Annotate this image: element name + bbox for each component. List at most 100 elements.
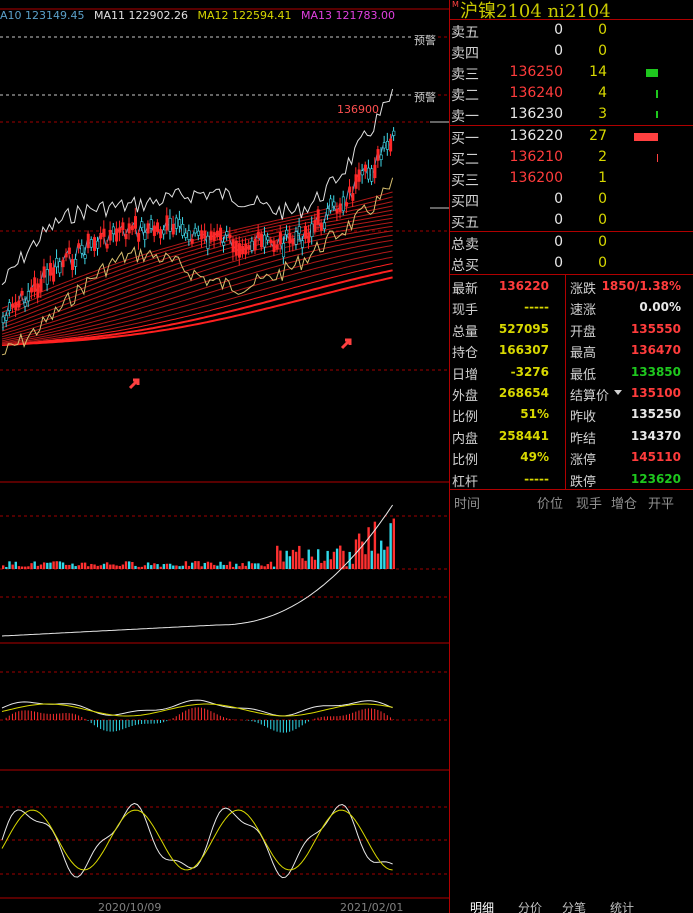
- candle-body: [134, 216, 138, 229]
- order-book-row[interactable]: 卖五 0 0: [450, 20, 693, 41]
- candle-body: [168, 217, 172, 232]
- total-label: 总买: [451, 258, 479, 274]
- volume-bar: [42, 562, 46, 569]
- ma-curve: [1, 269, 393, 346]
- signal-arrow-icon: [340, 338, 352, 350]
- order-book-row[interactable]: 卖一 136230 3: [450, 104, 693, 125]
- dropdown-arrow-icon[interactable]: [614, 389, 622, 395]
- ma-curve: [1, 239, 393, 343]
- tab-details[interactable]: 明细: [470, 901, 495, 913]
- candle-body: [149, 219, 153, 229]
- order-book-row[interactable]: 买三 136200 1: [450, 168, 693, 189]
- stat-label: 日增: [452, 367, 479, 383]
- book-volume-bar: [656, 90, 658, 98]
- volume-bar: [102, 563, 106, 569]
- volume-bar: [370, 550, 373, 569]
- volume-bar: [276, 545, 279, 569]
- quote-panel: M 沪镍2104 ni2104 卖五 0 0 卖四 0 0 卖三 136250 14 卖二 1362…: [449, 0, 693, 913]
- ma-curve: [1, 201, 393, 317]
- stat-value: 133850: [630, 364, 681, 379]
- candle-body: [357, 169, 361, 182]
- col-oi-change: 增仓: [611, 496, 638, 512]
- volume-bar: [121, 564, 125, 569]
- order-book-row[interactable]: 卖三 136250 14: [450, 62, 693, 83]
- tick-list-header: 时间 价位 现手 增仓 开平: [450, 490, 693, 512]
- order-book-row[interactable]: 卖二 136240 4: [450, 83, 693, 104]
- tab-price-dist[interactable]: 分价: [518, 901, 543, 913]
- stat-label: 外盘: [452, 388, 479, 404]
- volume-bar: [172, 565, 175, 569]
- candle-body: [313, 219, 317, 232]
- volume-bar: [373, 521, 377, 569]
- volume-bar: [137, 566, 140, 569]
- contract-marker-icon: M: [452, 0, 459, 9]
- order-book-row[interactable]: 买一 136220 27: [450, 126, 693, 147]
- stat-row: 持仓 166307 最高 136470: [450, 339, 693, 361]
- candle-body: [237, 243, 241, 258]
- book-level-label: 卖五: [451, 25, 479, 41]
- volume-bar: [216, 565, 219, 569]
- volume-bar: [272, 566, 276, 569]
- volume-bar: [197, 561, 200, 569]
- candle-body: [93, 237, 97, 251]
- candle-body: [332, 201, 336, 207]
- volume-bar: [58, 561, 62, 569]
- book-price: 0: [554, 22, 563, 38]
- candle-body: [231, 239, 235, 253]
- volume-bar: [191, 562, 194, 569]
- volume-bar: [162, 564, 166, 569]
- stat-value: 135550: [630, 321, 681, 336]
- candle-body: [39, 278, 43, 292]
- volume-bar: [354, 539, 358, 569]
- stat-value: 527095: [498, 321, 549, 336]
- candle-body: [124, 234, 128, 240]
- volume-bar: [134, 565, 137, 569]
- volume-bar: [257, 563, 260, 569]
- candle-body: [52, 267, 56, 282]
- col-price: 价位: [537, 496, 564, 512]
- tab-statistics[interactable]: 统计: [610, 901, 635, 913]
- book-price: 136220: [509, 128, 563, 144]
- candle-body: [30, 287, 34, 293]
- candle-body: [108, 229, 112, 241]
- order-book-row[interactable]: 买五 0 0: [450, 210, 693, 231]
- volume-bar: [83, 562, 87, 569]
- order-book-row[interactable]: 卖四 0 0: [450, 41, 693, 62]
- ma-curve: [1, 256, 393, 346]
- candle-body: [181, 224, 185, 236]
- order-total-row: 总买 0 0: [450, 253, 693, 274]
- volume-bar: [184, 561, 188, 569]
- stat-row: 日增 -3276 最低 133850: [450, 361, 693, 383]
- alert-label-2[interactable]: 预警: [412, 89, 438, 105]
- kline-chart-area[interactable]: A10 123149.45 MA11 122902.26 MA12 122594…: [0, 0, 449, 913]
- quote-stats: 最新 136220 涨跌 1850/1.38% 现手 ----- 速涨 0.00% 总量 5270…: [450, 275, 693, 490]
- book-price: 0: [554, 43, 563, 59]
- volume-bar: [24, 566, 27, 569]
- book-level-label: 买三: [451, 173, 479, 189]
- macd-dea-line: [1, 703, 393, 717]
- order-book-row[interactable]: 买二 136210 2: [450, 147, 693, 168]
- volume-bar: [250, 563, 254, 569]
- candle-body: [33, 277, 37, 292]
- volume-bar: [87, 566, 90, 569]
- alert-label-1[interactable]: 预警: [412, 32, 438, 48]
- volume-bar: [307, 549, 310, 569]
- kline-chart-canvas[interactable]: [0, 0, 449, 913]
- stat-label[interactable]: 结算价: [570, 388, 610, 404]
- candle-body: [48, 263, 52, 276]
- order-book-row[interactable]: 买四 0 0: [450, 189, 693, 210]
- book-price: 0: [554, 212, 563, 228]
- volume-bar: [33, 561, 36, 569]
- candle-body: [99, 232, 103, 240]
- tab-trades[interactable]: 分笔: [562, 901, 587, 913]
- volume-bar: [294, 551, 298, 569]
- volume-bar: [124, 561, 128, 569]
- volume-bar: [14, 561, 17, 569]
- kdj-d-line: [1, 809, 393, 871]
- book-volume: 0: [598, 43, 607, 59]
- candle-body: [326, 208, 330, 216]
- book-volume: 27: [589, 128, 607, 144]
- candle-body: [23, 302, 27, 307]
- total-volume: 0: [598, 234, 607, 250]
- candle-body: [165, 215, 169, 231]
